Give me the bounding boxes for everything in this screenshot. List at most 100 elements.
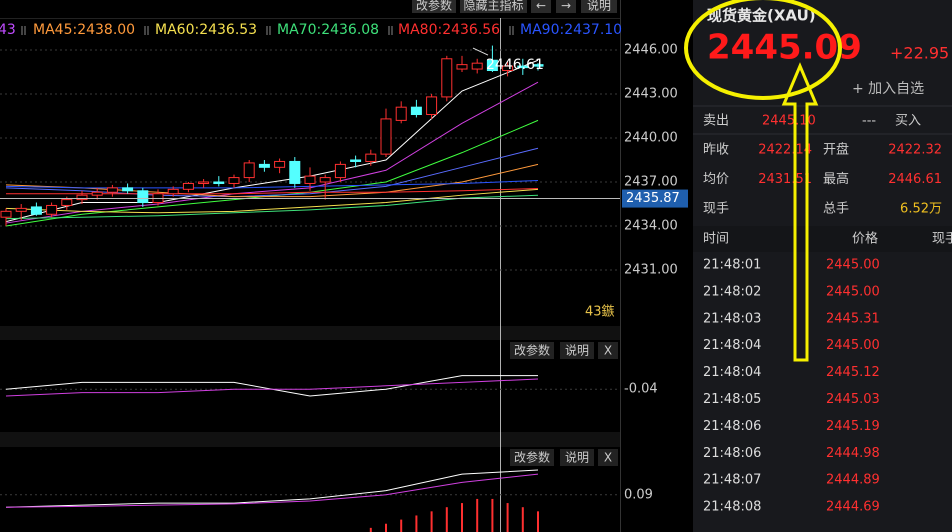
panel-button[interactable]: X (604, 344, 612, 358)
candle-body (532, 64, 544, 67)
panel-button-bg (598, 449, 618, 466)
panel-button[interactable]: 改参数 (514, 450, 550, 465)
current-price-label: 2435.87 (626, 191, 680, 206)
panel-separator (0, 326, 620, 340)
candle-body (198, 181, 210, 184)
panel-button-bg (598, 342, 618, 359)
trade-price: 2444.89 (826, 473, 880, 488)
candle-body (502, 65, 514, 72)
candle-body (91, 191, 103, 196)
stat-value: 2422.14 (758, 143, 812, 158)
histogram-bar (369, 527, 372, 532)
indicator-line (5, 81, 539, 224)
high-leader (472, 47, 489, 56)
histogram-bar (506, 503, 509, 532)
candle-body (30, 206, 42, 215)
book-label: 买入 (895, 114, 921, 129)
trade-time: 21:48:06 (703, 446, 761, 461)
book-label: 卖出 (703, 114, 729, 129)
trade-time: 21:48:04 (703, 338, 761, 353)
candle-body (517, 65, 529, 69)
stat-label: 现手 (703, 202, 729, 217)
candle-body (350, 159, 362, 162)
histogram-bar (461, 503, 463, 532)
y-tick-label: 0.09 (624, 487, 653, 502)
candle-body (319, 177, 331, 183)
trade-time: 21:48:07 (703, 473, 761, 488)
indicator-line (5, 188, 539, 214)
legend-entry: MA90:2437.10 (520, 22, 622, 38)
book-value: --- (862, 114, 876, 129)
trade-time: 21:48:06 (703, 419, 761, 434)
stat-value: 2422.32 (888, 143, 942, 158)
indicator-line (5, 180, 539, 189)
y-tick-label: 2443.00 (624, 86, 678, 101)
candle-body (76, 194, 88, 201)
panel-button[interactable]: X (604, 451, 612, 465)
panel-button-bg (560, 342, 594, 359)
indicator-line (5, 194, 539, 220)
candle-body (137, 190, 149, 204)
quote-title: 现货黄金(XAU) (707, 7, 816, 25)
candle-body (471, 62, 483, 70)
period-label: 43鏃 (585, 305, 615, 320)
histogram-bar (521, 507, 524, 532)
candle-body (274, 160, 286, 168)
highlight-arrow (781, 62, 819, 362)
toolbar-button[interactable]: ← (536, 0, 546, 13)
candle-body (441, 58, 453, 98)
panel-button[interactable]: 说明 (565, 450, 589, 465)
trade-price: 2445.00 (826, 338, 880, 353)
candle-body (46, 204, 58, 215)
toolbar-button[interactable]: 说明 (587, 0, 611, 13)
histogram-bar (476, 498, 479, 532)
column-header: 现手 (932, 232, 952, 247)
add-watchlist[interactable]: + 加入自选 (852, 81, 924, 97)
histogram-bar (430, 511, 433, 532)
histogram-bar (415, 515, 418, 532)
table-header-bg (693, 226, 952, 252)
stat-label: 总手 (823, 202, 849, 217)
toolbar-button-bg (531, 0, 551, 13)
indicator-line (5, 469, 539, 508)
candle-body (289, 160, 301, 184)
toolbar-button[interactable]: 隐藏主指标 (463, 0, 523, 13)
toolbar-button-bg (556, 0, 576, 13)
quote-change: +22.95 (890, 44, 949, 63)
dynamic-layer: 改参数 隐藏主指标 ← → 说明2446.002443.002440.002437.00… (0, 0, 688, 532)
trade-time: 21:48:08 (703, 500, 761, 515)
trade-price: 2445.00 (826, 258, 880, 273)
candle-body (106, 187, 118, 193)
y-tick-label: -0.04 (624, 382, 658, 397)
panel-button[interactable]: 改参数 (514, 343, 550, 358)
candle-body (122, 187, 134, 192)
y-tick-label: 2437.00 (624, 174, 678, 189)
legend-entry: MA80:2436.56 (398, 22, 500, 38)
highlight-ellipse (684, 0, 842, 100)
column-header: 时间 (703, 232, 729, 247)
indicator-line (5, 473, 539, 508)
book-value: 2445.10 (762, 114, 816, 129)
stat-label: 最高 (823, 171, 849, 187)
panel-button-bg (510, 449, 554, 466)
trade-price: 2445.03 (826, 392, 880, 407)
indicator-line (5, 59, 539, 223)
candle-body (0, 210, 12, 218)
legend-entry: 43 (0, 22, 16, 38)
trade-price: 2444.98 (826, 446, 880, 461)
current-price-box (622, 189, 688, 208)
trade-price: 2444.69 (826, 500, 880, 515)
legend-entry: MA60:2436.53 (155, 22, 257, 38)
trade-time: 21:48:05 (703, 392, 761, 407)
panel-button[interactable]: 说明 (565, 343, 589, 358)
toolbar-button[interactable]: → (561, 0, 571, 13)
trade-time: 21:48:02 (703, 284, 761, 299)
y-tick-label: 2446.00 (624, 42, 678, 57)
toolbar-button-bg (581, 0, 617, 13)
trade-price: 2445.31 (826, 311, 880, 326)
legend-entry: MA70:2436.08 (277, 22, 379, 38)
candle-body (61, 199, 73, 206)
toolbar-button[interactable]: 改参数 (416, 0, 452, 13)
histogram-bar (385, 523, 387, 532)
